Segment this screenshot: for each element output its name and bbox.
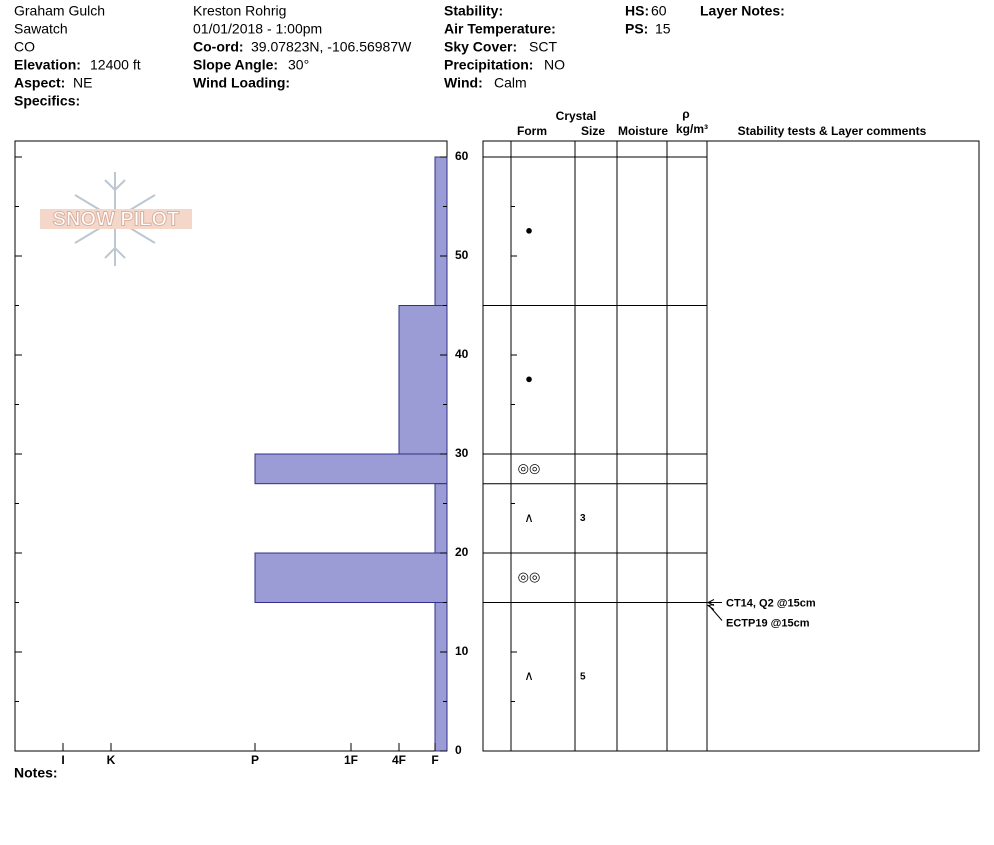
y-tick-label: 60 [455, 149, 469, 163]
test-label: ECTP19 @15cm [726, 617, 810, 629]
value: 15 [655, 21, 671, 37]
y-tick-label: 50 [455, 248, 469, 262]
crystal-form: ∧ [524, 668, 534, 683]
value: 12400 ft [90, 57, 141, 73]
column-header: Moisture [618, 124, 668, 138]
y-tick-label: 0 [455, 743, 462, 757]
label: Layer Notes: [700, 3, 785, 19]
test-label: CT14, Q2 @15cm [726, 597, 816, 609]
value: 30° [288, 57, 309, 73]
value: 60 [651, 3, 667, 19]
hardness-bar [254, 453, 448, 485]
hardness-bar [398, 305, 448, 455]
value: Calm [494, 75, 527, 91]
hardness-bar [434, 602, 448, 752]
y-tick-label: 30 [455, 446, 469, 460]
label: Sky Cover: [444, 39, 517, 55]
crystal-size: 3 [580, 513, 586, 524]
y-tick-label: 40 [455, 347, 469, 361]
datetime: 01/01/2018 - 1:00pm [193, 21, 322, 37]
table-frame [482, 140, 980, 752]
label: PS: [625, 21, 648, 37]
label: Stability: [444, 3, 503, 19]
y-tick-label: 10 [455, 644, 469, 658]
value: SCT [529, 39, 557, 55]
state: CO [14, 39, 35, 55]
value: NO [544, 57, 565, 73]
label: Precipitation: [444, 57, 533, 73]
column-header: Stability tests & Layer comments [738, 124, 927, 138]
column-header: Size [581, 124, 605, 138]
logo: SNOW PILOT [40, 172, 192, 266]
y-tick-label: 20 [455, 545, 469, 559]
label: Aspect: [14, 75, 65, 91]
value: 39.07823N, -106.56987W [251, 39, 412, 55]
arrow-head [706, 604, 715, 610]
x-tick-label: K [107, 753, 116, 767]
column-header: ρ [682, 107, 689, 121]
logo-text: SNOW PILOT [53, 208, 180, 230]
hardness-bar [434, 483, 448, 554]
label: Elevation: [14, 57, 81, 73]
column-header: Form [517, 124, 547, 138]
label: Co-ord: [193, 39, 244, 55]
crystal-size: 5 [580, 671, 586, 682]
label: Specifics: [14, 93, 80, 109]
label: Slope Angle: [193, 57, 278, 73]
label: Wind: [444, 75, 483, 91]
notes-label: Notes: [14, 765, 58, 781]
hardness-bar [434, 156, 448, 306]
crystal-form: ∧ [524, 510, 534, 525]
crystal-form: ● [525, 223, 533, 238]
table-columns [510, 141, 708, 751]
x-tick-label: I [61, 753, 64, 767]
hardness-bar [254, 552, 448, 603]
x-tick-label: F [431, 753, 438, 767]
crystal-form: ● [525, 371, 533, 386]
crystal-form: ◎◎ [518, 569, 541, 584]
observer: Kreston Rohrig [193, 3, 286, 19]
column-header: kg/m³ [676, 122, 708, 136]
crystal-form: ◎◎ [518, 460, 541, 475]
label: Wind Loading: [193, 75, 290, 91]
plot-frame [14, 140, 448, 752]
range: Sawatch [14, 21, 68, 37]
column-header: Crystal [556, 109, 597, 123]
label: HS: [625, 3, 649, 19]
location: Graham Gulch [14, 3, 105, 19]
x-tick-label: 4F [392, 753, 406, 767]
value: NE [73, 75, 92, 91]
header: Graham Gulch Sawatch CO Elevation: 12400… [14, 3, 785, 109]
x-tick-label: P [251, 753, 259, 767]
label: Air Temperature: [444, 21, 556, 37]
x-tick-label: 1F [344, 753, 358, 767]
